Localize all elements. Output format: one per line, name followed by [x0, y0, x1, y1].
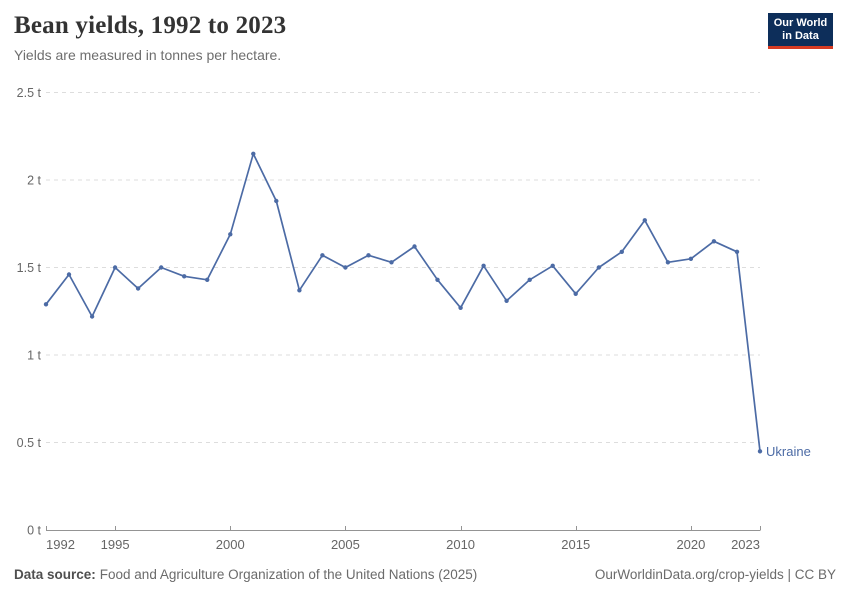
data-point — [504, 298, 509, 303]
data-point — [135, 286, 141, 291]
data-point — [665, 260, 671, 265]
data-point — [688, 256, 694, 261]
data-point — [619, 249, 624, 254]
data-point — [159, 265, 164, 270]
data-point — [274, 198, 279, 204]
data-point — [228, 232, 233, 237]
data-point — [366, 253, 371, 258]
x-axis-tick-label: 2000 — [216, 537, 245, 552]
data-point — [297, 288, 302, 293]
data-point — [527, 277, 532, 282]
x-axis-tick-label: 2005 — [331, 537, 360, 552]
data-point — [458, 305, 463, 310]
data-line-ukraine — [45, 152, 761, 453]
data-point — [182, 274, 187, 279]
data-point — [573, 291, 578, 296]
data-point — [251, 151, 256, 156]
x-axis-tick-label: 2020 — [676, 537, 705, 552]
data-point — [205, 277, 210, 282]
owid-logo-line1: Our World — [773, 16, 828, 29]
owid-logo-line2: in Data — [782, 29, 819, 42]
credit-link[interactable]: OurWorldinData.org/crop-yields | CC BY — [594, 567, 836, 582]
y-axis-tick-label: 2 t — [27, 174, 41, 188]
data-point — [343, 265, 348, 270]
y-axis-tick-label: 1.5 t — [17, 261, 42, 275]
x-axis-tick-label: 1992 — [46, 537, 75, 552]
owid-logo[interactable]: Our World in Data — [768, 13, 833, 49]
series-label[interactable]: Ukraine — [766, 444, 811, 459]
data-point — [734, 249, 740, 254]
chart-title: Bean yields, 1992 to 2023 — [14, 12, 287, 39]
x-axis-tick-label: 2010 — [446, 537, 475, 552]
data-point — [389, 260, 394, 265]
chart-svg: 0 t 0.5 t 1 t 1.5 t 2 t 2.5 t 1992 1995 2000 2005… — [17, 86, 811, 552]
data-source-label: Data source: — [14, 567, 96, 582]
x-axis-tick-label: 2015 — [561, 537, 590, 552]
chart-footer: Data source: Food and Agriculture Organiz… — [14, 567, 836, 582]
data-point — [66, 272, 72, 277]
data-source: Data source: Food and Agriculture Organiz… — [14, 567, 477, 582]
x-axis-tick-label: 2023 — [731, 537, 760, 552]
data-source-text: Food and Agriculture Organization of the… — [99, 567, 478, 582]
chart-subtitle: Yields are measured in tonnes per hectar… — [14, 47, 282, 63]
data-point — [642, 218, 647, 223]
data-point — [596, 265, 601, 270]
data-point — [412, 244, 417, 249]
data-point — [550, 263, 555, 268]
data-point — [711, 239, 717, 244]
data-point — [89, 314, 95, 319]
y-axis-tick-label: 2.5 t — [17, 86, 42, 100]
y-axis-tick-label: 0 t — [27, 524, 41, 538]
y-axis-tick-label: 1 t — [27, 349, 41, 363]
data-point — [481, 263, 486, 268]
y-axis-tick-label: 0.5 t — [17, 436, 42, 450]
data-point — [435, 277, 440, 282]
data-point — [43, 302, 49, 307]
data-point — [320, 253, 325, 258]
data-point — [757, 449, 763, 454]
data-point — [112, 265, 118, 270]
x-axis-tick-label: 1995 — [101, 537, 130, 552]
